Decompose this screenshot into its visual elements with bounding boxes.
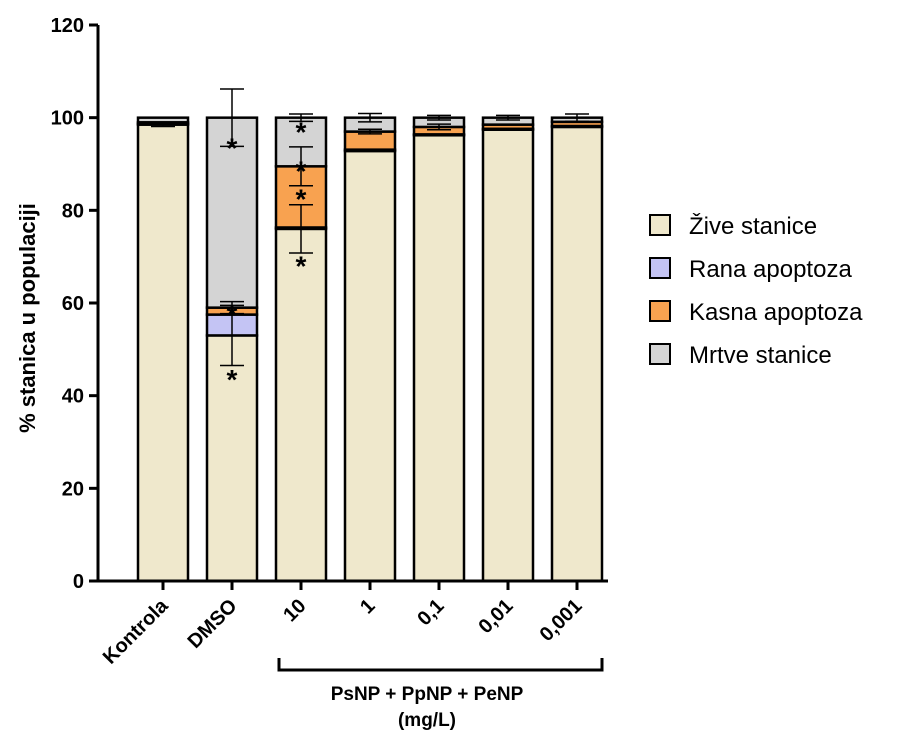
x-tick-label: Kontrola — [99, 594, 173, 668]
error-bar — [289, 146, 313, 187]
y-tick-label: 0 — [73, 571, 84, 593]
legend-swatch — [649, 343, 671, 365]
bar-segment-0,1-1 — [412, 134, 466, 583]
bar-segment-Kontrola-1 — [136, 123, 190, 583]
x-tick-label: 0,001 — [536, 595, 587, 646]
error-bar — [427, 114, 451, 121]
bar-segment-0,001-1 — [550, 125, 604, 583]
legend: Žive stanice Rana apoptoza Kasna apoptoza M… — [649, 213, 863, 369]
bar-segment-0,01-1 — [481, 128, 535, 583]
legend-item: Rana apoptoza — [649, 256, 852, 283]
error-bar — [565, 113, 589, 123]
significance-star: * — [296, 156, 307, 187]
group-bracket-line — [277, 658, 604, 672]
error-bar — [358, 112, 382, 123]
group-label-line2: (mg/L) — [398, 710, 456, 731]
error-bar — [220, 88, 244, 148]
error-bar — [220, 300, 244, 315]
y-tick-label: 40 — [62, 386, 84, 408]
y-axis-title: % stanica u populaciji — [15, 203, 40, 433]
significance-star: * — [227, 299, 238, 330]
legend-label: Mrtve stanice — [689, 342, 832, 369]
error-bar — [496, 114, 520, 121]
error-bar — [289, 113, 313, 123]
significance-star: * — [296, 183, 307, 214]
x-tick-label: 0,01 — [474, 595, 517, 638]
y-tick-label: 100 — [51, 108, 84, 130]
group-label-line1: PsNP + PpNP + PeNP — [331, 684, 524, 705]
y-tick-label: 60 — [62, 293, 84, 315]
x-tick-label: DMSO — [184, 595, 242, 653]
significance-star: * — [296, 116, 307, 147]
error-bar — [427, 123, 451, 131]
x-tick-label: 0,1 — [413, 595, 448, 630]
legend-item: Žive stanice — [649, 213, 817, 240]
legend-swatch — [649, 257, 671, 279]
error-bar — [289, 204, 313, 254]
plot-area: ******* — [136, 88, 604, 583]
bar-segment-10-1 — [274, 227, 328, 583]
error-bar — [358, 128, 382, 135]
significance-star: * — [227, 364, 238, 395]
legend-label: Žive stanice — [689, 213, 817, 240]
group-bracket: PsNP + PpNP + PeNP (mg/L) — [277, 658, 604, 731]
y-tick-label: 20 — [62, 478, 84, 500]
bar-segment-DMSO-1 — [205, 334, 259, 583]
error-bar — [151, 122, 175, 128]
y-tick-label: 120 — [51, 15, 84, 37]
y-tick-label: 80 — [62, 200, 84, 222]
significance-star: * — [296, 251, 307, 282]
significance-star: * — [227, 132, 238, 163]
legend-item: Mrtve stanice — [649, 342, 832, 369]
x-tick-label: 10 — [279, 595, 310, 626]
bar-segment-Kontrola-4 — [136, 116, 190, 124]
legend-label: Rana apoptoza — [689, 256, 852, 283]
legend-item: Kasna apoptoza — [649, 299, 863, 326]
legend-swatch — [649, 300, 671, 322]
bar-segment-1-1 — [343, 149, 397, 583]
legend-swatch — [649, 214, 671, 236]
x-tick-label: 1 — [356, 595, 379, 618]
legend-label: Kasna apoptoza — [689, 299, 863, 326]
